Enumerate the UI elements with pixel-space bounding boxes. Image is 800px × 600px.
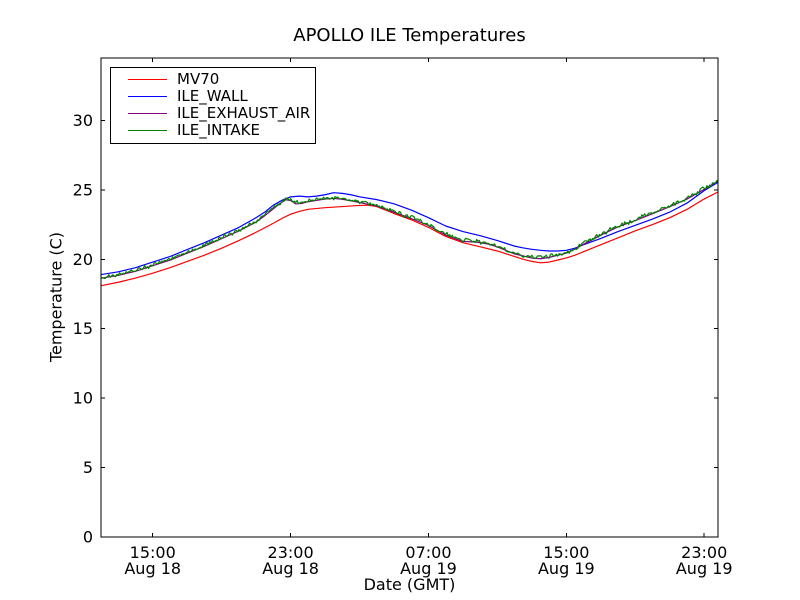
x-axis-label: Date (GMT) [363,575,456,594]
legend-swatch-mv70 [128,79,167,80]
y-tick-label: 20 [73,250,93,269]
series-line-ile_wall [101,181,718,276]
y-tick-label: 0 [83,528,93,547]
legend-label: ILE_INTAKE [177,121,260,139]
x-tick-label-date: Aug 19 [538,559,595,578]
x-tick-label-date: Aug 18 [124,559,181,578]
axes-frame [100,57,719,538]
x-tick-label-date: Aug 19 [400,559,457,578]
x-tick-label-date: Aug 18 [262,559,319,578]
y-tick-label: 25 [73,180,93,199]
series-line-ile_exhaust_air [101,180,718,279]
legend-item-ile_wall: ILE_WALL [111,88,315,105]
legend-swatch-ile_exhaust_air [128,113,167,114]
legend-label: MV70 [177,70,220,88]
x-tick-label-time: 23:00 [681,543,727,562]
series-line-ile_intake [101,179,718,280]
y-tick-label: 10 [73,389,93,408]
legend-label: ILE_WALL [177,87,248,105]
series-line-mv70 [101,191,718,287]
x-tick-label-time: 15:00 [130,543,176,562]
x-tick-label-time: 07:00 [405,543,451,562]
x-tick-label-time: 15:00 [543,543,589,562]
y-axis-label: Temperature (C) [46,231,66,363]
legend-swatch-ile_wall [128,96,167,97]
legend: MV70 ILE_WALL ILE_EXHAUST_AIR ILE_INTAKE [110,67,316,144]
x-tick-label-date: Aug 19 [676,559,733,578]
chart-title: APOLLO ILE Temperatures [293,25,526,46]
y-tick-label: 5 [83,458,93,477]
legend-item-ile_exhaust_air: ILE_EXHAUST_AIR [111,105,315,122]
legend-item-ile_intake: ILE_INTAKE [111,122,315,139]
x-tick-label-time: 23:00 [268,543,314,562]
y-tick-label: 15 [73,319,93,338]
legend-item-mv70: MV70 [111,71,315,88]
legend-swatch-ile_intake [128,130,167,131]
legend-label: ILE_EXHAUST_AIR [177,104,311,122]
y-tick-label: 30 [73,111,93,130]
